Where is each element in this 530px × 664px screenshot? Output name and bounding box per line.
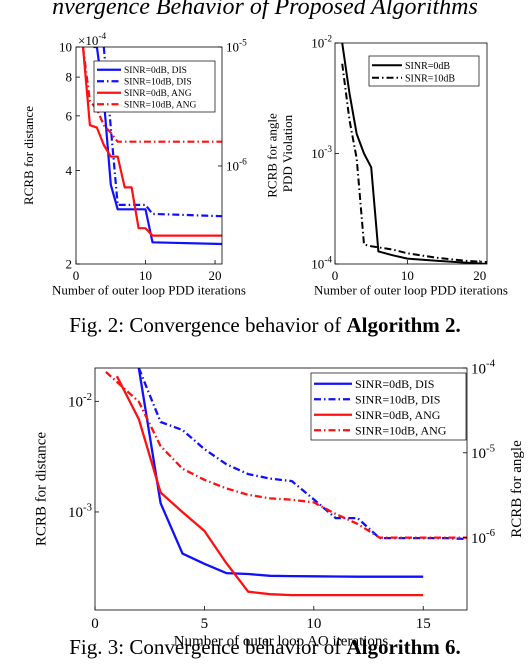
c2-ytick-label-2: 10-2	[311, 35, 332, 51]
c1-legend-label-3: SINR=10dB, ANG	[124, 101, 197, 111]
c1-y-exponent-label: ×10-4	[78, 32, 106, 48]
c1-y2tick-label-0: 10-6	[226, 158, 247, 174]
c2-series-line-1	[341, 63, 487, 264]
c3-y2label: RCRB for angle	[509, 440, 525, 538]
figure-3-caption-algorithm: Algorithm 6.	[346, 635, 461, 659]
c1-legend-label-2: SINR=0dB, ANG	[124, 89, 192, 99]
c3-legend-label-3: SINR=10dB, ANG	[355, 423, 447, 437]
c3-series-line-2	[115, 375, 424, 597]
c1-series-line-0	[93, 47, 222, 246]
c1-legend-label-0: SINR=0dB, DIS	[124, 66, 187, 76]
c3-y2tick-label-2: 10-4	[471, 358, 496, 378]
c1-ytick-label-4: 10	[59, 40, 72, 55]
c1-plot-area	[81, 47, 222, 246]
c2-xtick-label-0: 0	[332, 268, 339, 283]
c2-ytick-label-1: 10-3	[311, 145, 332, 161]
c1-xtick-label-1: 10	[139, 268, 152, 283]
c1-y2tick-label-1: 10-5	[226, 39, 247, 55]
c3-series-line-1	[137, 368, 467, 541]
c3-xtick-label-2: 10	[306, 616, 321, 632]
c2-legend-label-1: SINR=10dB	[405, 73, 455, 84]
c2-ylabel: PDD Violation	[280, 114, 295, 192]
figure-3-caption-text: Fig. 3: Convergence behavior of	[69, 635, 347, 659]
c1-y2label: RCRB for angle	[265, 113, 280, 198]
c1-ylabel: RCRB for distance	[21, 106, 36, 205]
c1-ytick-label-1: 4	[66, 163, 73, 178]
c1-xlabel: Number of outer loop PDD iterations	[52, 283, 246, 298]
c1-series-line-2	[81, 47, 222, 237]
c1-ytick-label-0: 2	[66, 257, 73, 272]
figure-2-caption-text: Fig. 2: Convergence behavior of	[69, 313, 347, 337]
c3-y2tick-label-0: 10-6	[471, 527, 496, 547]
c2-xlabel: Number of outer loop PDD iterations	[314, 283, 508, 298]
c2-legend-label-0: SINR=0dB	[405, 61, 450, 72]
c1-ytick-label-2: 6	[66, 108, 73, 123]
c3-y2tick-label-1: 10-5	[471, 442, 495, 462]
c3-series-line-0	[137, 368, 424, 578]
c3-xlabel: Number of outer loop AO iterations	[174, 633, 389, 649]
figure-3-caption: Fig. 3: Convergence behavior of Algorith…	[0, 635, 530, 660]
c3-series-line-3	[105, 371, 467, 539]
page-header-text: nvergence Behavior of Proposed Algorithm…	[52, 0, 478, 20]
c3-xtick-label-3: 15	[416, 616, 431, 632]
c3-ytick-label-1: 10-2	[68, 391, 92, 411]
c2-xtick-label-2: 20	[473, 268, 486, 283]
c1-series-line-1	[102, 47, 222, 218]
c3-ytick-label-0: 10-3	[68, 501, 92, 521]
c3-legend-label-1: SINR=10dB, DIS	[355, 392, 440, 406]
c2-ytick-label-0: 10-4	[311, 256, 332, 272]
c3-legend-label-0: SINR=0dB, DIS	[355, 377, 434, 391]
c1-ytick-label-3: 8	[66, 70, 73, 85]
c2-series-line-0	[341, 43, 487, 264]
c2-plot-area	[341, 43, 487, 264]
c1-xtick-label-2: 20	[209, 268, 222, 283]
figure-2-caption: Fig. 2: Convergence behavior of Algorith…	[0, 313, 530, 338]
c3-ylabel: RCRB for distance	[34, 432, 50, 546]
c3-xtick-label-1: 5	[201, 616, 209, 632]
c3-legend-label-2: SINR=0dB, ANG	[355, 408, 441, 422]
c3-plot-area	[105, 368, 467, 597]
c3-axes-frame	[94, 367, 468, 611]
c2-xtick-label-1: 10	[401, 268, 414, 283]
figure-2-caption-algorithm: Algorithm 2.	[346, 313, 461, 337]
c3-xtick-label-0: 0	[91, 616, 99, 632]
c1-series-line-3	[81, 47, 222, 143]
c2-legend-box	[368, 55, 480, 87]
c1-xtick-label-0: 0	[73, 268, 80, 283]
c1-legend-label-1: SINR=10dB, DIS	[124, 78, 192, 88]
c1-axes-frame	[75, 46, 223, 265]
